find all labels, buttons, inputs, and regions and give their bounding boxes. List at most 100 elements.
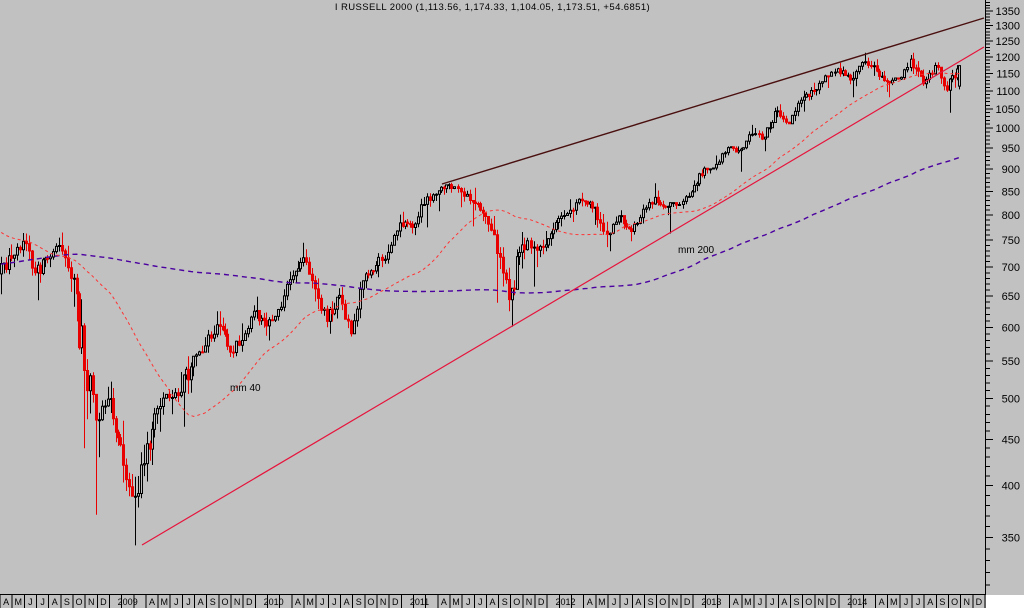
- x-axis-month-label: D: [392, 597, 399, 607]
- y-axis-label: 1150: [996, 69, 1020, 81]
- x-axis-month-label: A: [587, 597, 593, 607]
- x-axis-month-label: M: [598, 597, 606, 607]
- x-axis-month-label: M: [14, 597, 22, 607]
- x-axis-month-label: A: [879, 597, 885, 607]
- x-axis-month-label: J: [320, 597, 325, 607]
- x-axis-month-label: A: [295, 597, 301, 607]
- y-axis-label: 500: [1002, 393, 1020, 405]
- ma200-label: mm 200: [678, 245, 715, 256]
- x-axis-month-label: A: [733, 597, 739, 607]
- x-axis-month-label: J: [40, 597, 45, 607]
- ma40-line[interactable]: [0, 72, 960, 417]
- y-axis-label: 950: [1002, 143, 1020, 155]
- x-axis-month-label: A: [344, 597, 350, 607]
- x-axis-month-label: J: [770, 597, 775, 607]
- x-axis-month-label: N: [672, 597, 679, 607]
- y-axis-label: 1200: [996, 52, 1020, 64]
- x-axis-month-label: A: [635, 597, 641, 607]
- x-axis-month-label: O: [951, 597, 958, 607]
- y-axis-label: 1250: [996, 36, 1020, 48]
- x-axis-month-label: M: [306, 597, 314, 607]
- x-axis-month-label: N: [88, 597, 95, 607]
- price-axis[interactable]: 1350 1300 1250 1200 1150 1100 1050 1000 950 900 85…: [985, 0, 1021, 595]
- y-axis-label: 650: [1002, 291, 1020, 303]
- y-axis-label: 1000: [996, 123, 1020, 135]
- x-axis-month-label: J: [612, 597, 617, 607]
- x-axis-month-label: O: [221, 597, 228, 607]
- y-axis-label: 850: [1002, 186, 1020, 198]
- x-axis-month-label: J: [904, 597, 909, 607]
- y-axis-label: 700: [1002, 262, 1020, 274]
- x-axis-month-label: D: [246, 597, 253, 607]
- resistance-trendline[interactable]: [441, 17, 985, 185]
- x-axis-year-label: 2012: [555, 597, 575, 607]
- x-axis-month-label: J: [186, 597, 191, 607]
- x-axis-month-label: A: [489, 597, 495, 607]
- up-candles: [0, 52, 961, 546]
- x-axis-month-label: D: [684, 597, 691, 607]
- x-axis-year-label: 2014: [847, 597, 867, 607]
- x-axis-month-label: A: [927, 597, 933, 607]
- x-axis-year-label: 2010: [264, 597, 284, 607]
- ma40-label: mm 40: [230, 383, 261, 394]
- support-trendline[interactable]: [141, 46, 985, 546]
- x-axis-month-label: J: [758, 597, 763, 607]
- y-axis-label: 1350: [996, 6, 1020, 18]
- x-axis-month-label: N: [964, 597, 971, 607]
- x-axis-month-label: S: [939, 597, 945, 607]
- x-axis-month-label: N: [234, 597, 241, 607]
- y-axis-label: 600: [1002, 322, 1020, 334]
- y-axis-label: 1050: [996, 104, 1020, 116]
- x-axis-month-label: J: [466, 597, 471, 607]
- x-axis-month-label: S: [210, 597, 216, 607]
- x-axis-month-label: J: [478, 597, 483, 607]
- y-axis-label: 450: [1002, 435, 1020, 447]
- x-axis-month-label: J: [332, 597, 337, 607]
- x-axis-month-label: D: [538, 597, 545, 607]
- x-axis-month-label: D: [830, 597, 837, 607]
- y-axis-label: 550: [1002, 356, 1020, 368]
- x-axis-month-label: O: [513, 597, 520, 607]
- x-axis-month-label: O: [75, 597, 82, 607]
- x-axis-year-label: 2011: [410, 597, 429, 607]
- x-axis-year-label: 2013: [701, 597, 721, 607]
- x-axis-month-label: D: [100, 597, 107, 607]
- y-axis-label: 800: [1002, 210, 1020, 222]
- x-axis-month-label: J: [174, 597, 179, 607]
- x-axis-month-label: A: [198, 597, 204, 607]
- candlestick-series: [0, 52, 961, 546]
- x-axis-month-label: J: [624, 597, 629, 607]
- x-axis-month-label: A: [441, 597, 447, 607]
- down-candles: [5, 52, 957, 515]
- x-axis-month-label: M: [160, 597, 168, 607]
- x-axis-month-label: M: [744, 597, 752, 607]
- x-axis-month-label: A: [149, 597, 155, 607]
- x-axis-month-label: S: [648, 597, 654, 607]
- x-axis-month-label: D: [976, 597, 983, 607]
- x-axis-month-label: A: [781, 597, 787, 607]
- x-axis-month-label: A: [52, 597, 58, 607]
- x-axis-month-label: N: [526, 597, 533, 607]
- x-axis-month-label: S: [356, 597, 362, 607]
- x-axis-year-label: 2009: [118, 597, 138, 607]
- x-axis-month-label: O: [367, 597, 374, 607]
- time-axis[interactable]: A M J J A S O N D 2009 A M J J A S O N D 2010 A M J J A S O N D 2011 A…: [0, 594, 1024, 608]
- chart-title: I RUSSELL 2000 (1,113.56, 1,174.33, 1,10…: [334, 2, 651, 13]
- x-axis-month-label: N: [818, 597, 825, 607]
- y-axis-label: 750: [1002, 235, 1020, 247]
- y-axis-label: 1300: [996, 21, 1020, 33]
- x-axis-month-label: M: [452, 597, 460, 607]
- x-axis-month-label: S: [64, 597, 70, 607]
- x-axis-month-label: O: [805, 597, 812, 607]
- x-axis-month-label: S: [793, 597, 799, 607]
- y-axis-label: 350: [1002, 533, 1020, 545]
- x-axis-month-label: S: [502, 597, 508, 607]
- y-axis-label: 900: [1002, 164, 1020, 176]
- x-axis-month-label: J: [916, 597, 921, 607]
- ma200-line[interactable]: [1, 156, 960, 294]
- y-axis-label: 400: [1002, 480, 1020, 492]
- x-axis-month-label: O: [659, 597, 666, 607]
- y-axis-label: 1100: [996, 86, 1020, 98]
- x-axis-month-label: J: [28, 597, 33, 607]
